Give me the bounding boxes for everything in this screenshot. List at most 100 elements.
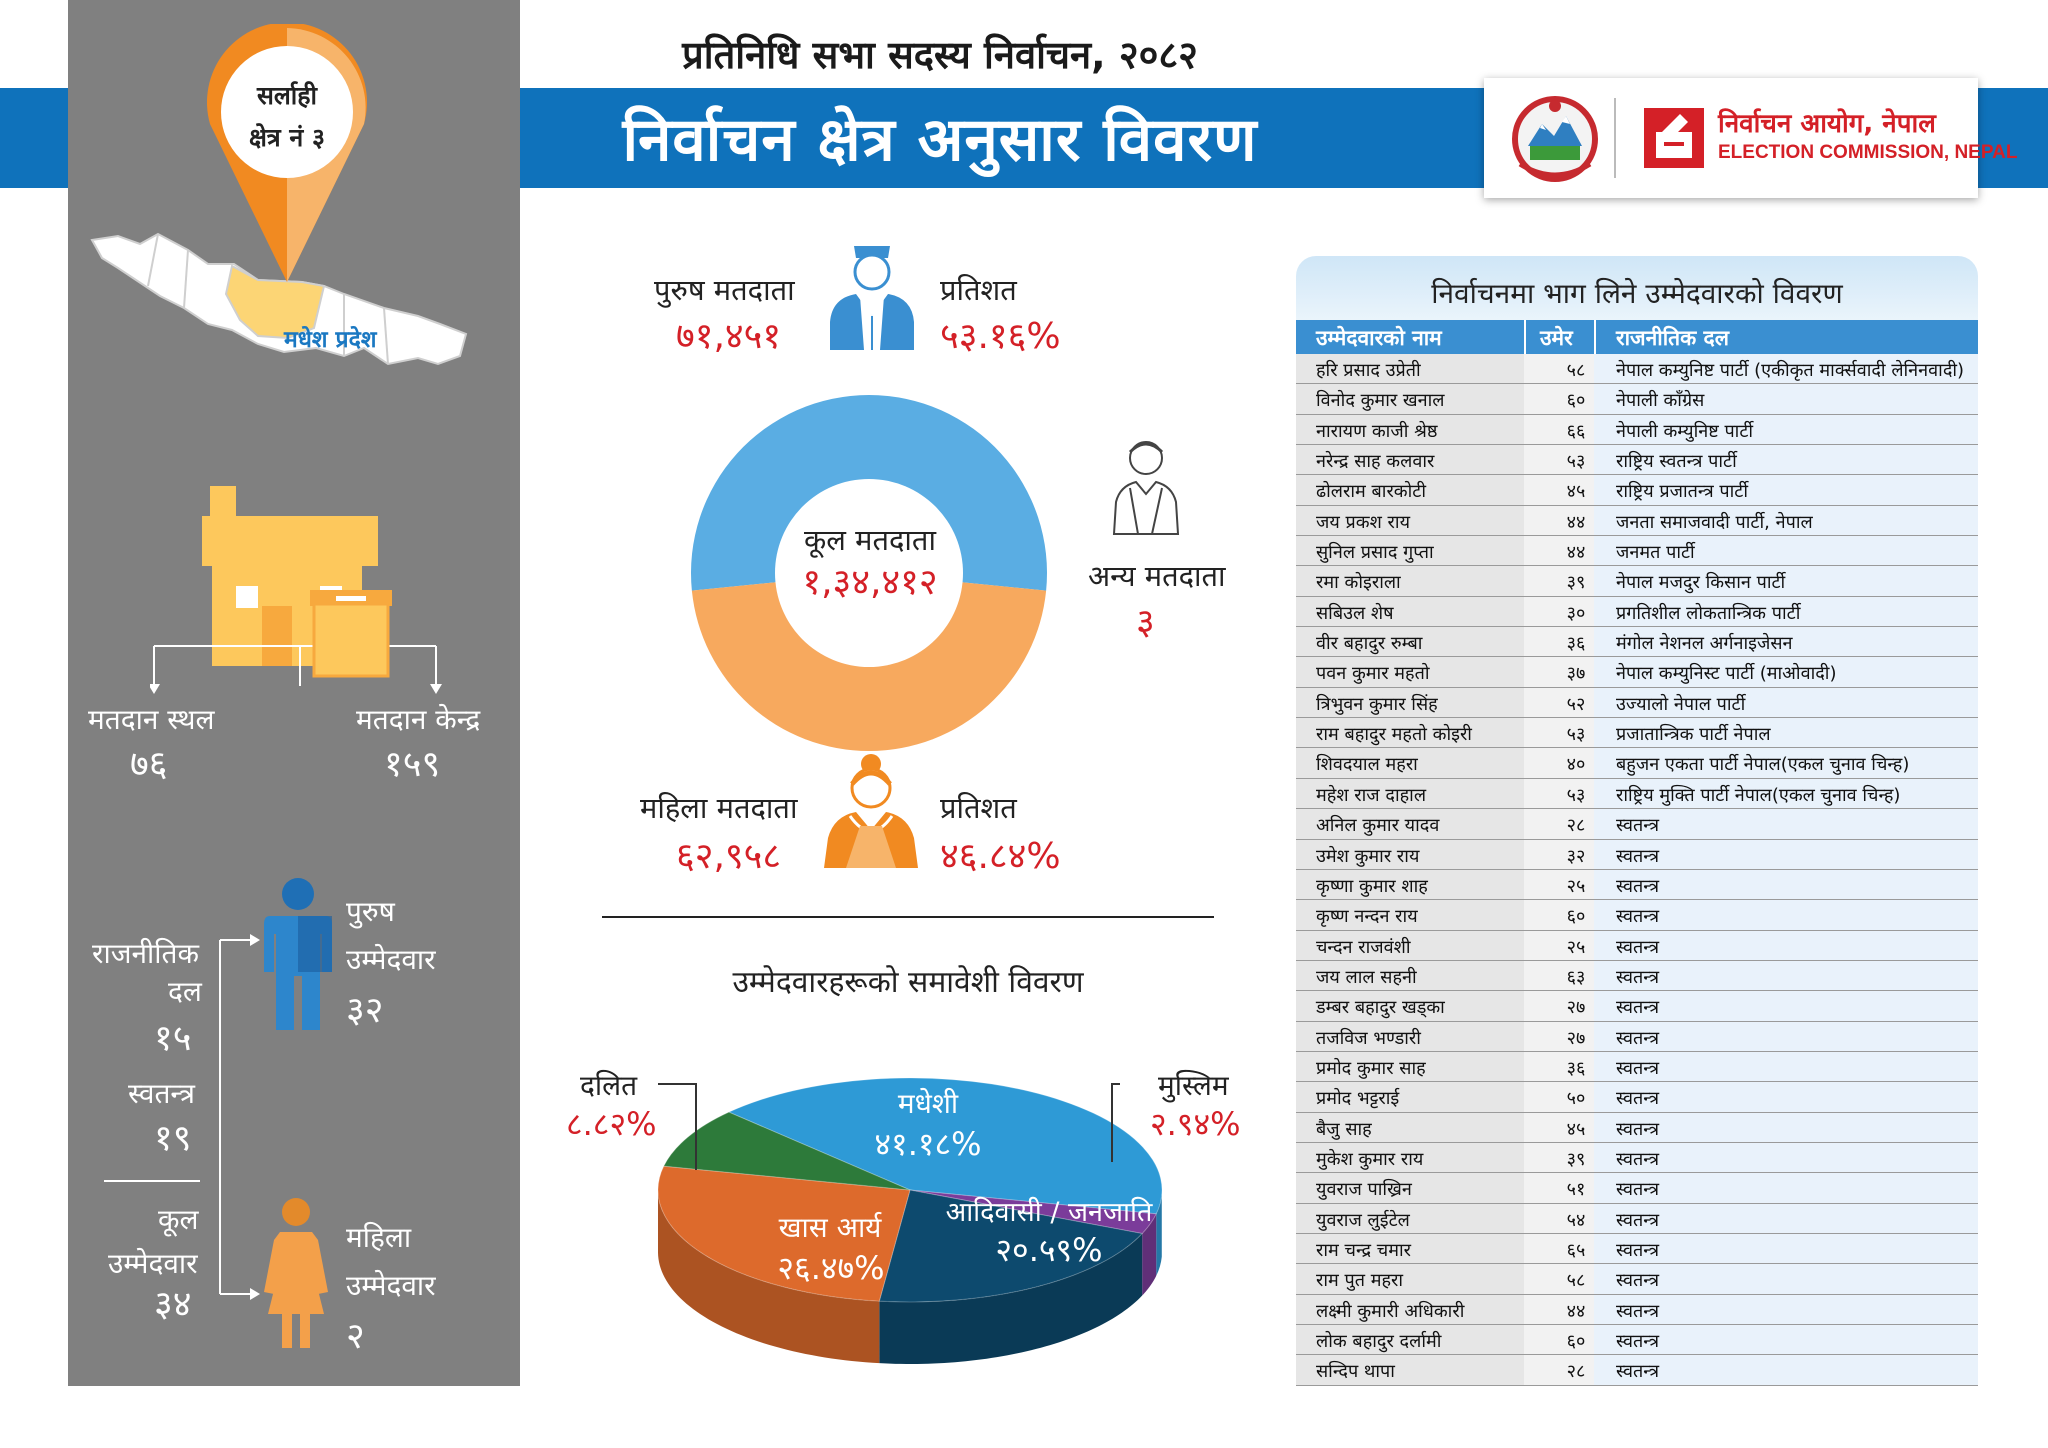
candidate-name: राम बहादुर महतो कोइरी <box>1316 724 1472 746</box>
pie-side-khas-arya <box>658 1190 880 1364</box>
candidate-name: सन्दिप थापा <box>1316 1361 1395 1383</box>
party-value: १५ <box>154 1018 192 1059</box>
candidate-name: बैजु साह <box>1316 1118 1372 1140</box>
candidate-age: २८ <box>1566 1361 1586 1383</box>
candidate-name: नरेन्द्र साह कलवार <box>1316 451 1435 473</box>
table-row: बैजु साह ४५ स्वतन्त्र <box>1296 1112 1978 1143</box>
female-candidate-label-line2: उम्मेदवार <box>346 1269 436 1302</box>
male-candidate-label-line1: पुरुष <box>346 895 395 928</box>
table-row: कृष्ण नन्दन राय ६० स्वतन्त्र <box>1296 900 1978 931</box>
candidate-name: सबिउल शेष <box>1316 602 1394 624</box>
candidate-name: कृष्ण नन्दन राय <box>1316 906 1418 928</box>
pie-value-janajati: २०.५९% <box>995 1231 1103 1269</box>
column-age: उमेर <box>1540 326 1573 350</box>
table-row: सबिउल शेष ३० प्रगतिशील लोकतान्त्रिक पार्टी <box>1296 596 1978 628</box>
candidate-age: २७ <box>1566 997 1586 1019</box>
table-row: युवराज पाख्रिन ५१ स्वतन्त्र <box>1296 1173 1978 1204</box>
table-row: शिवदयाल महरा ४० बहुजन एकता पार्टी नेपाल(एक… <box>1296 748 1978 779</box>
candidate-age: ६३ <box>1566 966 1586 988</box>
table-row: रमा कोइराला ३९ नेपाल मजदुर किसान पार्टी <box>1296 566 1978 597</box>
table-row: सुनिल प्रसाद गुप्ता ४४ जनमत पार्टी <box>1296 536 1978 567</box>
male-pct-label: प्रतिशत <box>940 273 1017 307</box>
pie-slice-janajati <box>878 1189 1144 1303</box>
table-row: नरेन्द्र साह कलवार ५३ राष्ट्रिय स्वतन्त्र … <box>1296 445 1978 476</box>
commission-name-nepali: निर्वाचन आयोग, नेपाल <box>1718 109 1936 139</box>
table-row: कृष्णा कुमार शाह २५ स्वतन्त्र <box>1296 869 1978 901</box>
candidate-name: ढोलराम बारकोटी <box>1316 481 1427 503</box>
table-row: चन्दन राजवंशी २५ स्वतन्त्र <box>1296 930 1978 961</box>
candidate-party: प्रगतिशील लोकतान्त्रिक पार्टी <box>1616 602 1801 624</box>
candidate-age: ३७ <box>1566 663 1586 685</box>
election-title: प्रतिनिधि सभा सदस्य निर्वाचन, २०८२ <box>682 33 1198 77</box>
total-voter-value: १,३४,४१२ <box>802 562 938 603</box>
table-row: जय प्रकश राय ४४ जनता समाजवादी पार्टी, नेपा… <box>1296 505 1978 537</box>
candidate-age: ५४ <box>1566 1209 1586 1231</box>
female-voter-icon <box>824 754 918 868</box>
table-title: निर्वाचनमा भाग लिने उम्मेदवारको विवरण <box>1431 277 1843 310</box>
candidate-age: २५ <box>1566 936 1586 958</box>
other-voter-label: अन्य मतदाता <box>1088 559 1226 593</box>
nepal-emblem-icon <box>1512 96 1598 182</box>
candidate-age: २७ <box>1566 1027 1586 1049</box>
table-row: प्रमोद भट्टराई ५० स्वतन्त्र <box>1296 1082 1978 1113</box>
commission-name-english: ELECTION COMMISSION, NEPAL <box>1718 142 2018 163</box>
table-column-header: उम्मेदवारको नाम उमेर राजनीतिक दल <box>1296 320 1978 354</box>
section-divider <box>602 916 1214 918</box>
ballot-logo-icon <box>1644 108 1704 168</box>
candidate-party: नेपाल कम्युनिस्ट पार्टी (माओवादी) <box>1616 663 1837 685</box>
candidate-age: ५८ <box>1566 360 1586 381</box>
candidate-name: पवन कुमार महतो <box>1316 663 1430 685</box>
candidate-name: चन्दन राजवंशी <box>1316 936 1411 958</box>
voter-donut-chart <box>691 394 1047 751</box>
male-pct-value: ५३.१६% <box>940 316 1061 357</box>
female-voter-label: महिला मतदाता <box>640 791 798 825</box>
candidate-name: विनोद कुमार खनाल <box>1316 390 1445 412</box>
female-candidate-icon <box>264 1198 328 1348</box>
candidate-name: नारायण काजी श्रेष्ठ <box>1316 420 1438 442</box>
pie-slice-dalit <box>663 1111 911 1191</box>
table-row: विनोद कुमार खनाल ६० नेपाली काँग्रेस <box>1296 384 1978 415</box>
candidate-party: स्वतन्त्र <box>1616 875 1660 897</box>
candidate-age: ५३ <box>1566 451 1586 473</box>
other-voter-icon <box>1112 441 1180 535</box>
candidate-name: तजविज भण्डारी <box>1316 1027 1421 1049</box>
candidate-name: सुनिल प्रसाद गुप्ता <box>1316 542 1434 564</box>
candidate-name: प्रमोद भट्टराई <box>1316 1088 1400 1110</box>
independent-value: १९ <box>154 1118 192 1159</box>
table-row: हरि प्रसाद उप्रेती ५८ नेपाल कम्युनिष्ट पार… <box>1296 354 1978 385</box>
table-row: राम पुत महरा ५८ स्वतन्त्र <box>1296 1264 1978 1295</box>
table-row: मुकेश कुमार राय ३९ स्वतन्त्र <box>1296 1142 1978 1174</box>
candidate-party: उज्यालो नेपाल पार्टी <box>1616 693 1746 715</box>
candidate-party: स्वतन्त्र <box>1616 845 1660 867</box>
page-title: निर्वाचन क्षेत्र अनुसार विवरण <box>622 105 1258 175</box>
candidate-name: हरि प्रसाद उप्रेती <box>1316 360 1421 381</box>
candidate-name: अनिल कुमार यादव <box>1316 815 1440 837</box>
column-separator <box>1524 320 1526 354</box>
table-row: राम चन्द्र चमार ६५ स्वतन्त्र <box>1296 1233 1978 1265</box>
logo-separator <box>1614 98 1616 178</box>
candidate-name: रमा कोइराला <box>1316 572 1401 594</box>
table-header-box <box>1296 256 1978 320</box>
candidate-age: ३६ <box>1566 633 1586 655</box>
pie-side-muslim <box>1142 1213 1157 1296</box>
candidate-party: बहुजन एकता पार्टी नेपाल(एकल चुनाव चिन्ह) <box>1616 754 1910 776</box>
table-row: डम्बर बहादुर खड्का २७ स्वतन्त्र <box>1296 991 1978 1022</box>
candidate-name: प्रमोद कुमार साह <box>1316 1057 1426 1079</box>
candidate-name: जय लाल सहनी <box>1316 966 1417 988</box>
candidate-bracket-lines <box>219 934 260 1300</box>
candidate-age: ४४ <box>1566 542 1586 564</box>
column-name: उम्मेदवारको नाम <box>1316 326 1442 350</box>
polling-station-label: मतदान स्थल <box>88 703 215 736</box>
male-candidate-value: ३२ <box>346 990 384 1031</box>
candidate-age: ३० <box>1566 602 1586 624</box>
nepal-map-icon <box>90 232 468 366</box>
pie-slice-khas-arya <box>657 1165 911 1302</box>
candidate-age: ६० <box>1566 390 1586 412</box>
candidate-party: जनता समाजवादी पार्टी, नेपाल <box>1616 511 1813 533</box>
party-label-line1: राजनीतिक <box>92 937 199 970</box>
candidate-name: राम चन्द्र चमार <box>1316 1239 1411 1261</box>
candidate-age: ४४ <box>1566 1300 1586 1322</box>
candidate-name: जय प्रकश राय <box>1316 511 1411 533</box>
candidate-party: स्वतन्त्र <box>1616 997 1660 1019</box>
pie-label-janajati: आदिवासी / जनजाति <box>945 1197 1153 1228</box>
